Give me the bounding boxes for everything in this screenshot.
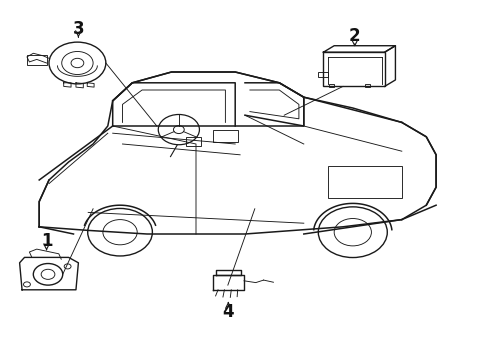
Bar <box>318 72 328 77</box>
Text: 4: 4 <box>222 303 234 321</box>
Bar <box>328 166 402 198</box>
Bar <box>329 84 334 87</box>
Text: 2: 2 <box>349 27 361 45</box>
Bar <box>27 55 47 65</box>
Bar <box>323 52 385 86</box>
Bar <box>365 84 370 87</box>
Text: 1: 1 <box>41 232 52 250</box>
Bar <box>213 130 238 142</box>
Bar <box>186 137 201 146</box>
Text: 3: 3 <box>73 20 84 38</box>
